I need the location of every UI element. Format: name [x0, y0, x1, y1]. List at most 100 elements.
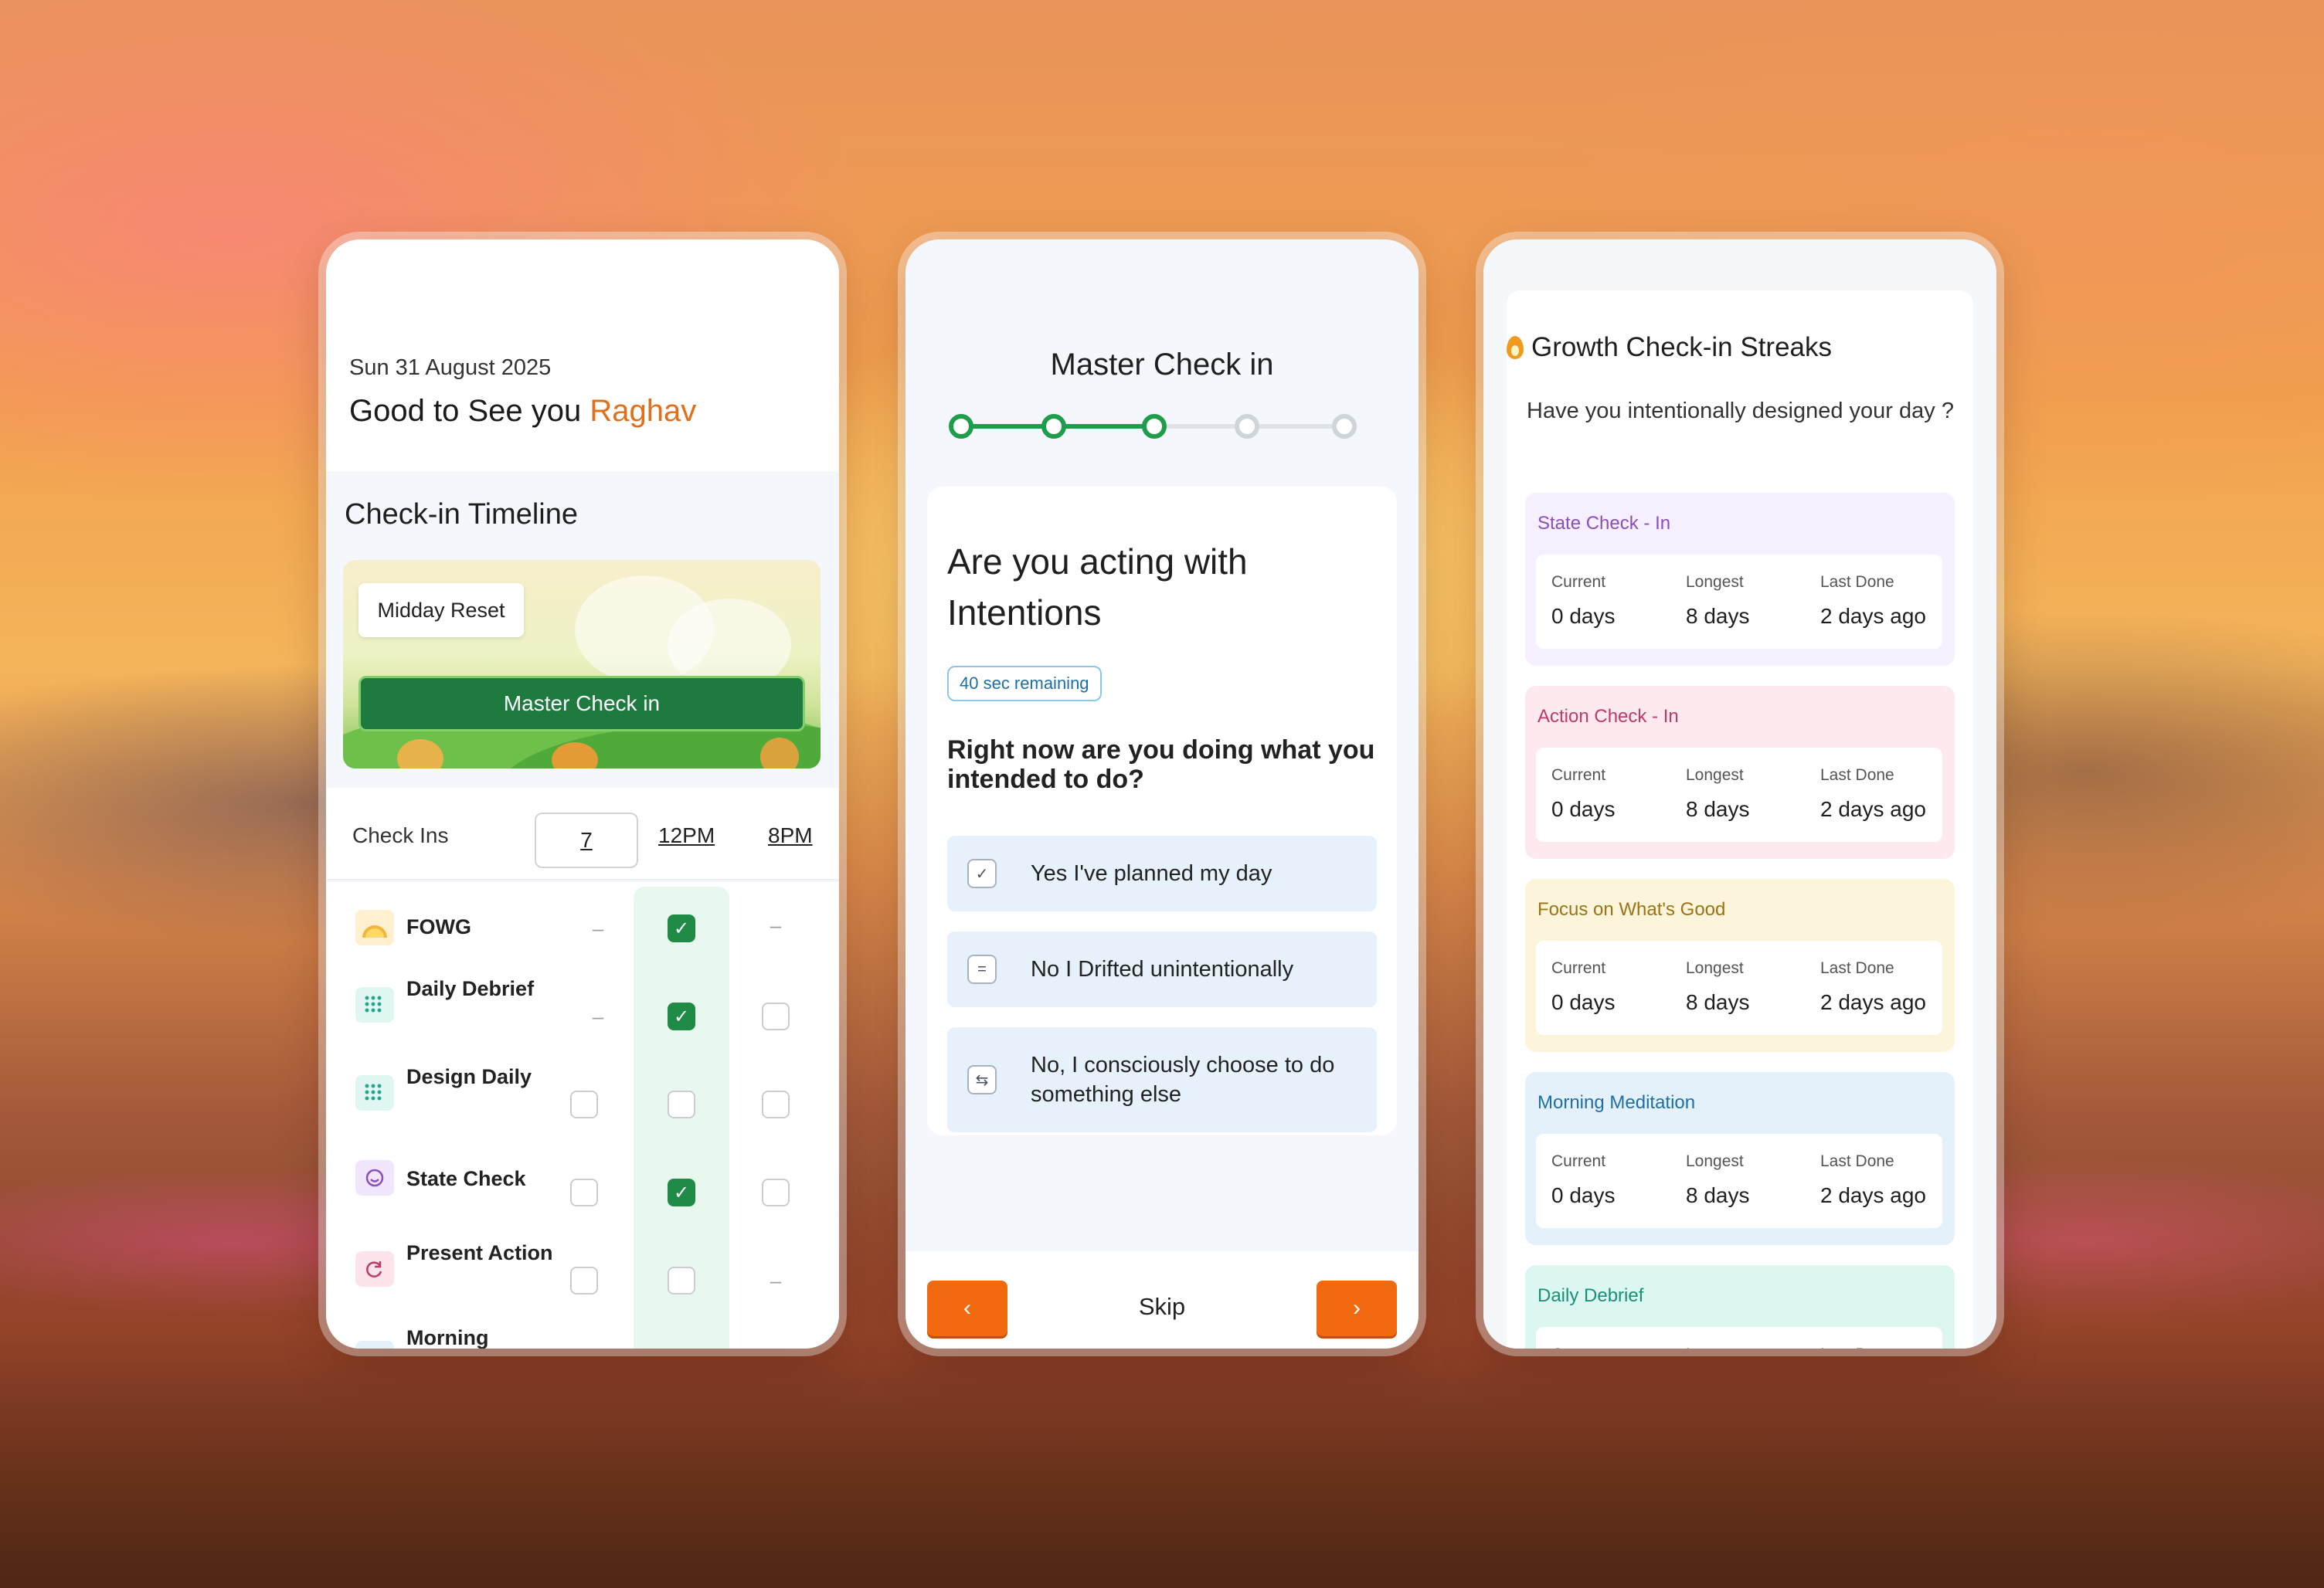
streak-title: Daily Debrief [1537, 1285, 1644, 1306]
row-label: Morning [406, 1326, 489, 1349]
question-card: Are you acting with Intentions 40 sec re… [927, 487, 1397, 1135]
swap-icon: ⇆ [967, 1065, 997, 1094]
checkbox-checked[interactable]: ✓ [668, 1179, 695, 1206]
stat-label: Last Done [1820, 959, 1894, 977]
streak-card[interactable]: Daily Debrief Current Longest Last Done [1525, 1265, 1955, 1349]
next-button[interactable]: › [1317, 1281, 1397, 1336]
checkbox[interactable] [570, 1267, 598, 1294]
bush-shape [552, 742, 598, 769]
stat-label: Current [1551, 1152, 1606, 1170]
streak-title: Morning Meditation [1537, 1092, 1696, 1113]
checkbox[interactable] [668, 1267, 695, 1294]
date-label: Sun 31 August 2025 [349, 355, 552, 380]
grid-icon [355, 1341, 394, 1349]
checkbox-checked[interactable]: ✓ [668, 1003, 695, 1030]
stat-value: 0 days [1551, 1183, 1616, 1207]
stat-value: 8 days [1686, 990, 1750, 1014]
stat-value: 2 days ago [1820, 604, 1926, 628]
step-dot [1235, 414, 1259, 439]
option-conscious[interactable]: ⇆ No, I consciously choose to do somethi… [947, 1027, 1377, 1132]
grid-icon [355, 1075, 394, 1111]
stat-label: Longest [1686, 1152, 1744, 1170]
stat-value: 2 days ago [1820, 1183, 1926, 1207]
stat-value: 0 days [1551, 604, 1616, 628]
column-8pm[interactable]: 8PM [768, 823, 813, 847]
streak-stats: Current 0 days Longest 8 days Last Done 2 day… [1536, 941, 1942, 1035]
checkbox[interactable] [762, 1179, 790, 1206]
checkbox[interactable] [762, 1091, 790, 1118]
checkins-label: Check Ins [352, 823, 449, 847]
equals-icon: = [967, 955, 997, 984]
question-heading: Are you acting with Intentions [947, 541, 1248, 633]
stat-value: 2 days ago [1820, 990, 1926, 1014]
table-row: Design Daily [326, 1061, 839, 1138]
table-row: Morning [326, 1324, 839, 1349]
checkins-table: FOWG – ✓ – Daily Debrief – ✓ Design Dail… [326, 882, 839, 1349]
row-label: Present Action [406, 1241, 553, 1264]
check-icon: ✓ [967, 859, 997, 888]
checkin-timeline-screen: Sun 31 August 2025 Good to See you Ragha… [326, 239, 839, 1349]
stat-label: Last Done [1820, 1345, 1894, 1349]
refresh-icon [355, 1251, 394, 1287]
question-text: Right now are you doing what you intende… [947, 735, 1375, 794]
table-row: State Check ✓ [326, 1149, 839, 1227]
streak-card[interactable]: Action Check - In Current 0 days Longest 8 d… [1525, 686, 1955, 859]
stat-value: 8 days [1686, 1183, 1750, 1207]
stat-label: Longest [1686, 1345, 1744, 1349]
checkbox[interactable] [668, 1091, 695, 1118]
option-text: Yes I've planned my day [1031, 861, 1272, 886]
page-title: Master Check in [1050, 348, 1274, 382]
streak-title: State Check - In [1537, 513, 1671, 534]
stat-label: Last Done [1820, 766, 1894, 784]
streak-card[interactable]: State Check - In Current 0 days Longest 8 da… [1525, 493, 1955, 666]
checkbox[interactable] [570, 1179, 598, 1206]
streaks-screen: Growth Check-in Streaks Have you intenti… [1483, 239, 1996, 1349]
prev-button[interactable]: ‹ [927, 1281, 1007, 1336]
column-12pm[interactable]: 12PM [658, 823, 715, 847]
streaks-question: Have you intentionally designed your day… [1527, 399, 1954, 423]
checkbox-checked[interactable]: ✓ [668, 914, 695, 942]
row-label: State Check [406, 1167, 526, 1190]
step-dot-done [1142, 414, 1167, 439]
user-name: Raghav [589, 394, 697, 428]
stat-value: 0 days [1551, 797, 1616, 821]
option-yes[interactable]: ✓ Yes I've planned my day [947, 836, 1377, 911]
skip-button[interactable]: Skip [1138, 1293, 1186, 1320]
column-7[interactable]: 7 [535, 813, 638, 868]
stat-value: 0 days [1551, 990, 1616, 1014]
stat-label: Last Done [1820, 573, 1894, 591]
checkbox[interactable] [570, 1091, 598, 1118]
option-drifted[interactable]: = No I Drifted unintentionally [947, 931, 1377, 1007]
section-title: Check-in Timeline [345, 498, 578, 531]
option-text: No, I consciously choose to do something… [1031, 1053, 1335, 1107]
midday-reset-button[interactable]: Midday Reset [358, 583, 524, 637]
cell-dash: – [770, 1268, 782, 1292]
step-dot-done [949, 414, 973, 439]
checkbox[interactable] [762, 1003, 790, 1030]
streak-title: Action Check - In [1537, 706, 1679, 727]
step-dot-done [1041, 414, 1066, 439]
cell-dash: – [592, 916, 604, 940]
streak-stats: Current 0 days Longest 8 days Last Done 2 day… [1536, 555, 1942, 649]
streak-card[interactable]: Focus on What's Good Current 0 days Longest… [1525, 879, 1955, 1052]
cell-dash: – [592, 1004, 604, 1028]
stat-label: Current [1551, 1345, 1605, 1349]
streak-stats: Current 0 days Longest 8 days Last Done 2 day… [1536, 748, 1942, 842]
page-title: Growth Check-in Streaks [1507, 332, 1832, 363]
stat-label: Longest [1686, 766, 1744, 784]
stat-label: Longest [1686, 959, 1744, 977]
greeting: Good to See you Raghav [349, 394, 696, 429]
title-text: Growth Check-in Streaks [1531, 332, 1833, 362]
master-checkin-button[interactable]: Master Check in [358, 676, 805, 731]
stat-label: Current [1551, 959, 1606, 977]
grid-icon [355, 987, 394, 1023]
option-text: No I Drifted unintentionally [1031, 957, 1294, 982]
footer-nav: Skip ‹ › [905, 1251, 1419, 1349]
master-checkin-screen: Master Check in Are you acting with Inte… [905, 239, 1419, 1349]
cell-dash: – [770, 913, 782, 937]
header: Sun 31 August 2025 Good to See you Ragha… [326, 239, 839, 471]
step-dot [1332, 414, 1357, 439]
progress-stepper [949, 411, 1381, 442]
streak-stats: Current 0 days Longest 8 days Last Done 2 day… [1536, 1134, 1942, 1228]
streak-card[interactable]: Morning Meditation Current 0 days Longest 8 … [1525, 1072, 1955, 1245]
